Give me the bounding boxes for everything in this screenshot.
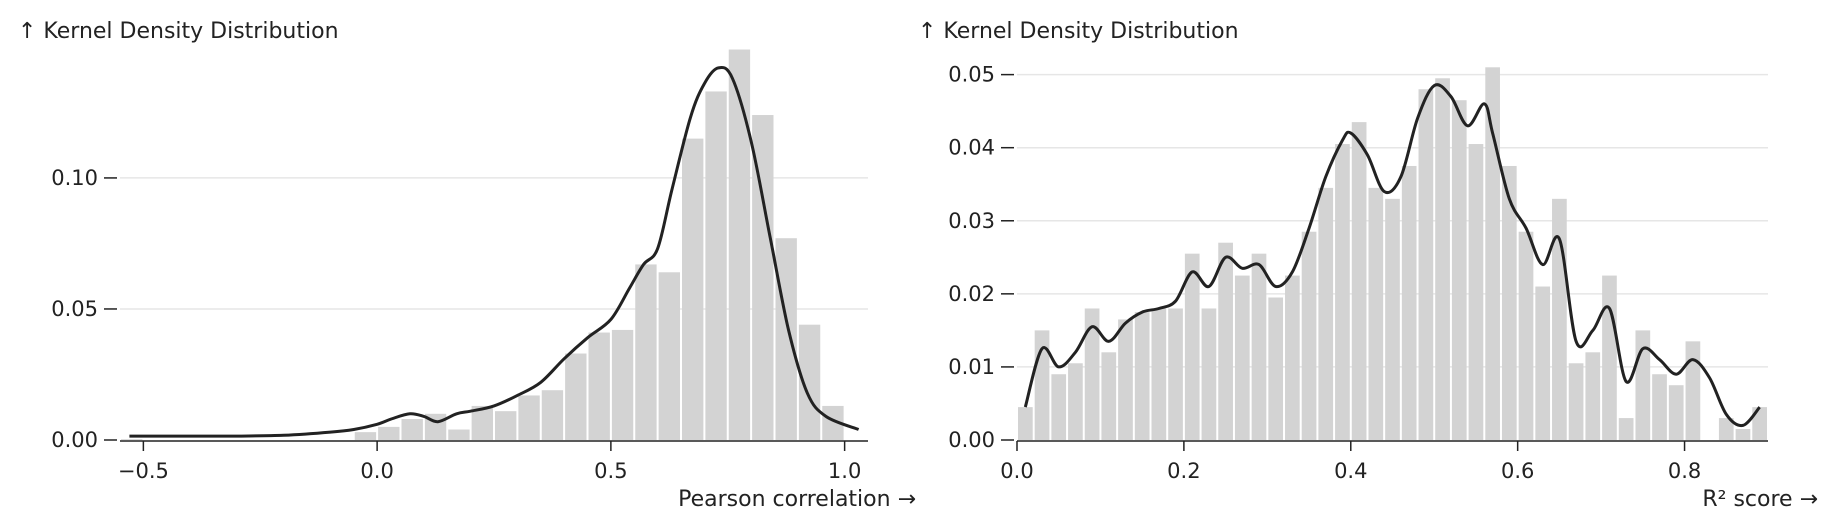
right-histogram-bar [1301,231,1317,440]
left-x-tick-label: −0.5 [118,459,169,483]
right-histogram-bar [1602,275,1617,440]
left-chart-title: ↑ Kernel Density Distribution [18,19,339,44]
right-histogram-bar [1568,363,1584,440]
right-histogram-bar [1735,429,1751,440]
left-histogram-bar [611,329,634,440]
right-y-tick-label: 0.01 [948,355,995,379]
right-histogram-bar [1385,198,1400,440]
left-histogram-bar [682,138,704,440]
right-histogram-bar [1718,418,1734,440]
right-histogram-bar [1018,407,1033,440]
right-y-tick-label: 0.05 [948,63,995,87]
right-histogram-bar [1485,67,1500,441]
right-histogram-bar [1068,363,1083,440]
right-histogram-bar [1285,275,1300,440]
left-histogram-bar [354,432,377,440]
right-histogram-bar [1335,144,1350,441]
left-kde-line [129,65,860,438]
left-x-tick-label: 0.5 [594,459,627,483]
left-histogram-bar [471,405,493,440]
right-histogram-bar [1468,144,1484,441]
right-chart-panel: ↑ Kernel Density Distribution 0.00 0.01 0.… [918,19,1818,512]
right-histogram-bar [1552,198,1567,440]
right-histogram-bar [1518,231,1534,440]
left-chart-panel: ↑ Kernel Density Distribution 0.00 0.05 0.… [18,19,916,512]
right-histogram-bar [1168,308,1183,440]
right-histogram-bar [1418,89,1434,440]
right-histogram-bar [1118,319,1133,440]
left-histogram-bar [775,238,797,440]
right-y-tick-label: 0.04 [948,136,995,160]
right-histogram-bar [1051,374,1067,440]
left-histogram-bar [588,332,610,440]
right-histogram-bar [1585,352,1601,440]
right-histogram-bar [1652,374,1667,440]
left-histogram-bar [822,405,844,440]
right-histogram-bar [1251,253,1267,440]
right-histogram-bar [1435,78,1450,441]
left-histogram-bar [635,264,657,440]
left-histogram-bar [121,439,143,440]
left-x-tick-label: 0.0 [360,459,393,483]
right-histogram-bar [1535,286,1551,440]
right-histogram-bar [1218,242,1233,440]
left-histogram-bar [728,49,751,440]
right-histogram-bar [1618,418,1634,440]
right-histogram-bar [1134,312,1150,440]
left-histogram-bar [378,426,400,440]
right-x-tick-label: 0.4 [1334,459,1367,483]
right-x-tick-label: 0.0 [1000,459,1033,483]
left-y-tick-label: 0.10 [51,166,98,190]
left-histogram-bar [401,419,423,440]
right-histogram-bar [1101,352,1117,440]
right-histogram-bar [1635,330,1651,440]
right-chart-title: ↑ Kernel Density Distribution [918,19,1239,44]
left-histogram-bar [752,115,774,440]
right-histogram-bar [1501,165,1517,440]
right-histogram-bar [1318,187,1334,440]
right-x-tick-label: 0.6 [1501,459,1534,483]
right-histogram-bar [1351,122,1367,440]
right-histogram-bar [1201,308,1217,440]
right-histogram-bar [1151,308,1167,440]
right-histogram-bar [1268,297,1284,440]
left-y-tick-label: 0.00 [51,428,98,452]
right-histogram-bar [1752,407,1767,440]
left-histogram-bar [565,353,587,440]
right-histogram-bar [1401,165,1417,440]
right-x-tick-label: 0.2 [1167,459,1200,483]
right-x-axis-label: R² score → [1702,487,1818,512]
right-y-tick-label: 0.03 [948,209,995,233]
right-y-tick-label: 0.02 [948,282,995,306]
right-histogram-bar [1451,100,1467,440]
left-histogram-bar [658,272,680,440]
right-histogram-bar [1184,253,1200,440]
left-histogram-bar [495,411,517,440]
left-x-tick-label: 1.0 [828,459,861,483]
left-histogram-bar [541,390,564,440]
right-histogram-bar [1368,187,1384,440]
right-kde-line [1023,83,1761,428]
left-histogram-bar [448,429,470,440]
right-histogram-bar [1685,341,1701,440]
right-x-tick-label: 0.8 [1668,459,1701,483]
right-y-tick-label: 0.00 [948,428,995,452]
left-histogram-bar [705,91,727,440]
left-histogram-bar [798,324,821,440]
left-y-tick-label: 0.05 [51,297,98,321]
left-histogram-bar [518,395,540,440]
left-x-axis-label: Pearson correlation → [678,487,916,512]
right-histogram-bar [1084,308,1100,440]
right-histogram-bar [1234,275,1250,440]
right-histogram-bar [1668,385,1684,440]
